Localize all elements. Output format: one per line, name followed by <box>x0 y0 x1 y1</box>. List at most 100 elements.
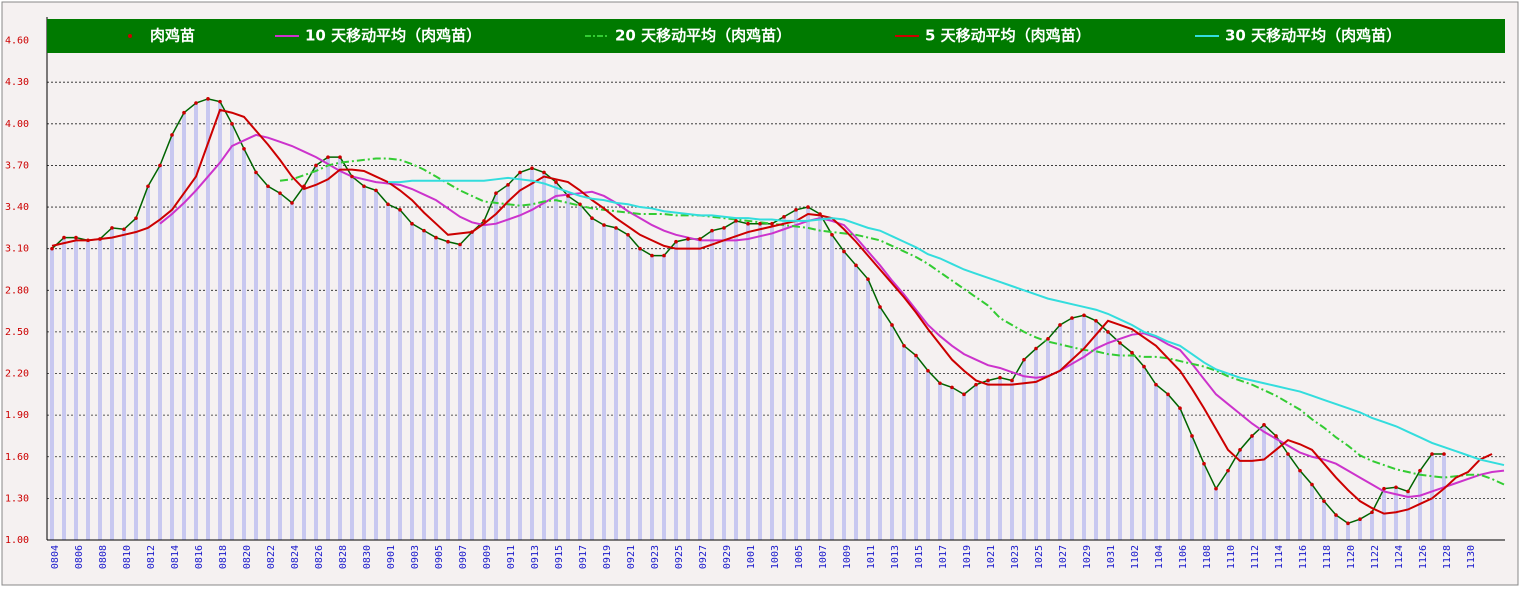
point <box>794 208 798 212</box>
point <box>242 146 246 151</box>
bar <box>1094 320 1098 540</box>
x-tick-label: 1015 <box>914 545 925 569</box>
point <box>158 163 162 168</box>
point <box>986 378 990 383</box>
point <box>1346 521 1350 526</box>
bar <box>890 324 894 540</box>
bar <box>962 394 966 540</box>
point <box>806 205 810 209</box>
x-tick-label: 0808 <box>98 545 109 569</box>
legend-marker <box>128 34 132 38</box>
point <box>1118 341 1122 345</box>
bar <box>650 255 654 540</box>
point <box>950 385 954 390</box>
point <box>674 239 678 244</box>
bar <box>170 134 174 540</box>
point <box>818 212 822 216</box>
bar <box>746 223 750 540</box>
legend: 肉鸡苗 10 天移动平均（肉鸡苗） 20 天移动平均（肉鸡苗） 5 天移动平均（肉鸡苗… <box>47 19 1505 53</box>
bar <box>530 168 534 540</box>
bar <box>662 255 666 540</box>
bar <box>914 355 918 540</box>
bar <box>434 237 438 540</box>
x-tick-label: 1011 <box>866 545 877 569</box>
point <box>362 184 366 189</box>
bar <box>350 176 354 540</box>
series-line <box>51 108 1493 515</box>
x-tick-label: 1005 <box>794 545 805 569</box>
bar <box>230 123 234 540</box>
x-tick-label: 1122 <box>1370 545 1381 569</box>
x-tick-label: 1007 <box>818 545 829 569</box>
bar <box>266 186 270 540</box>
bar <box>782 216 786 540</box>
point <box>1310 482 1314 487</box>
x-tick-label: 1023 <box>1010 545 1021 569</box>
point <box>1370 510 1374 515</box>
y-tick-label: 1.00 <box>5 535 29 546</box>
point <box>554 180 558 184</box>
point <box>218 99 222 104</box>
point <box>998 375 1002 380</box>
point <box>1058 323 1062 327</box>
bar <box>458 244 462 540</box>
point <box>566 194 570 198</box>
y-tick-label: 1.90 <box>5 410 29 421</box>
y-tick-label: 1.30 <box>5 493 29 504</box>
bar <box>1046 338 1050 540</box>
x-tick-label: 1118 <box>1322 545 1333 569</box>
point <box>710 228 714 233</box>
bar <box>362 186 366 540</box>
series-line <box>279 157 1505 486</box>
x-tick-label: 1102 <box>1130 545 1141 569</box>
point <box>1358 517 1362 521</box>
x-tick-label: 1025 <box>1034 545 1045 569</box>
y-tick-label: 2.50 <box>5 327 29 338</box>
bar <box>386 204 390 540</box>
x-tick-label: 0917 <box>578 545 589 569</box>
x-tick-label: 1104 <box>1154 545 1165 569</box>
point <box>206 97 210 101</box>
bar <box>974 384 978 540</box>
bar <box>818 213 822 540</box>
point <box>74 235 78 240</box>
point <box>86 238 90 243</box>
point <box>1322 499 1326 503</box>
x-tick-label: 1110 <box>1226 545 1237 569</box>
bar <box>1346 523 1350 540</box>
point <box>338 155 342 159</box>
legend-label: 20 天移动平均（肉鸡苗） <box>615 27 791 45</box>
point <box>974 382 978 387</box>
bar <box>62 237 66 540</box>
bar <box>194 103 198 540</box>
x-tick-label: 0828 <box>338 545 349 569</box>
point <box>1202 461 1206 466</box>
bar <box>494 193 498 540</box>
x-tick-label: 0927 <box>698 545 709 569</box>
point <box>914 353 918 358</box>
point <box>542 170 546 175</box>
x-tick-label: 1003 <box>770 545 781 569</box>
x-tick-label: 0921 <box>626 545 637 569</box>
bar <box>206 98 210 540</box>
bar <box>1238 449 1242 540</box>
point <box>1130 350 1134 355</box>
bar <box>1322 501 1326 540</box>
point <box>1022 357 1026 362</box>
bar <box>722 227 726 540</box>
bar <box>338 157 342 540</box>
point <box>1226 468 1230 473</box>
bar <box>1106 331 1110 540</box>
bar <box>758 223 762 540</box>
x-tick-label: 1021 <box>986 545 997 569</box>
x-tick-label: 0822 <box>266 545 277 569</box>
point <box>1406 489 1410 494</box>
x-tick-label: 1112 <box>1250 545 1261 569</box>
point <box>1214 486 1218 491</box>
point <box>1298 468 1302 473</box>
x-tick-label: 1027 <box>1058 545 1069 569</box>
bar <box>1214 488 1218 540</box>
y-tick-label: 4.00 <box>5 119 29 130</box>
series-line <box>388 176 1505 467</box>
